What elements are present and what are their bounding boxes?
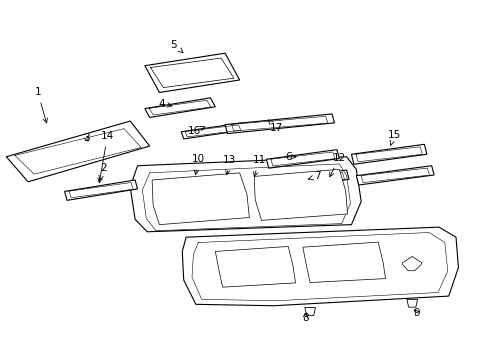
Polygon shape: [181, 123, 244, 139]
Polygon shape: [130, 157, 361, 232]
Polygon shape: [254, 169, 347, 220]
Text: 9: 9: [413, 308, 420, 318]
Text: 4: 4: [158, 99, 171, 109]
Polygon shape: [64, 180, 137, 201]
Text: 13: 13: [223, 156, 236, 175]
Polygon shape: [273, 170, 348, 189]
Polygon shape: [351, 144, 426, 164]
Text: 12: 12: [329, 153, 345, 177]
Text: 16: 16: [188, 126, 204, 136]
Polygon shape: [152, 173, 249, 225]
Text: 8: 8: [302, 312, 308, 323]
Text: 6: 6: [285, 152, 295, 162]
Polygon shape: [266, 150, 339, 168]
Text: 3: 3: [83, 133, 90, 143]
Polygon shape: [406, 299, 417, 307]
Polygon shape: [302, 242, 385, 283]
Polygon shape: [215, 247, 295, 287]
Text: 10: 10: [191, 154, 204, 175]
Text: 17: 17: [268, 120, 282, 133]
Text: 11: 11: [252, 156, 265, 176]
Polygon shape: [304, 307, 315, 315]
Text: 2: 2: [99, 163, 106, 180]
Text: 5: 5: [170, 40, 183, 53]
Polygon shape: [6, 121, 149, 182]
Text: 7: 7: [308, 171, 320, 181]
Polygon shape: [402, 256, 421, 271]
Polygon shape: [144, 98, 215, 117]
Text: 1: 1: [35, 87, 47, 123]
Text: 14: 14: [98, 131, 114, 183]
Polygon shape: [182, 227, 458, 306]
Polygon shape: [356, 166, 433, 185]
Polygon shape: [144, 53, 239, 93]
Text: 15: 15: [387, 130, 400, 145]
Polygon shape: [224, 114, 334, 134]
